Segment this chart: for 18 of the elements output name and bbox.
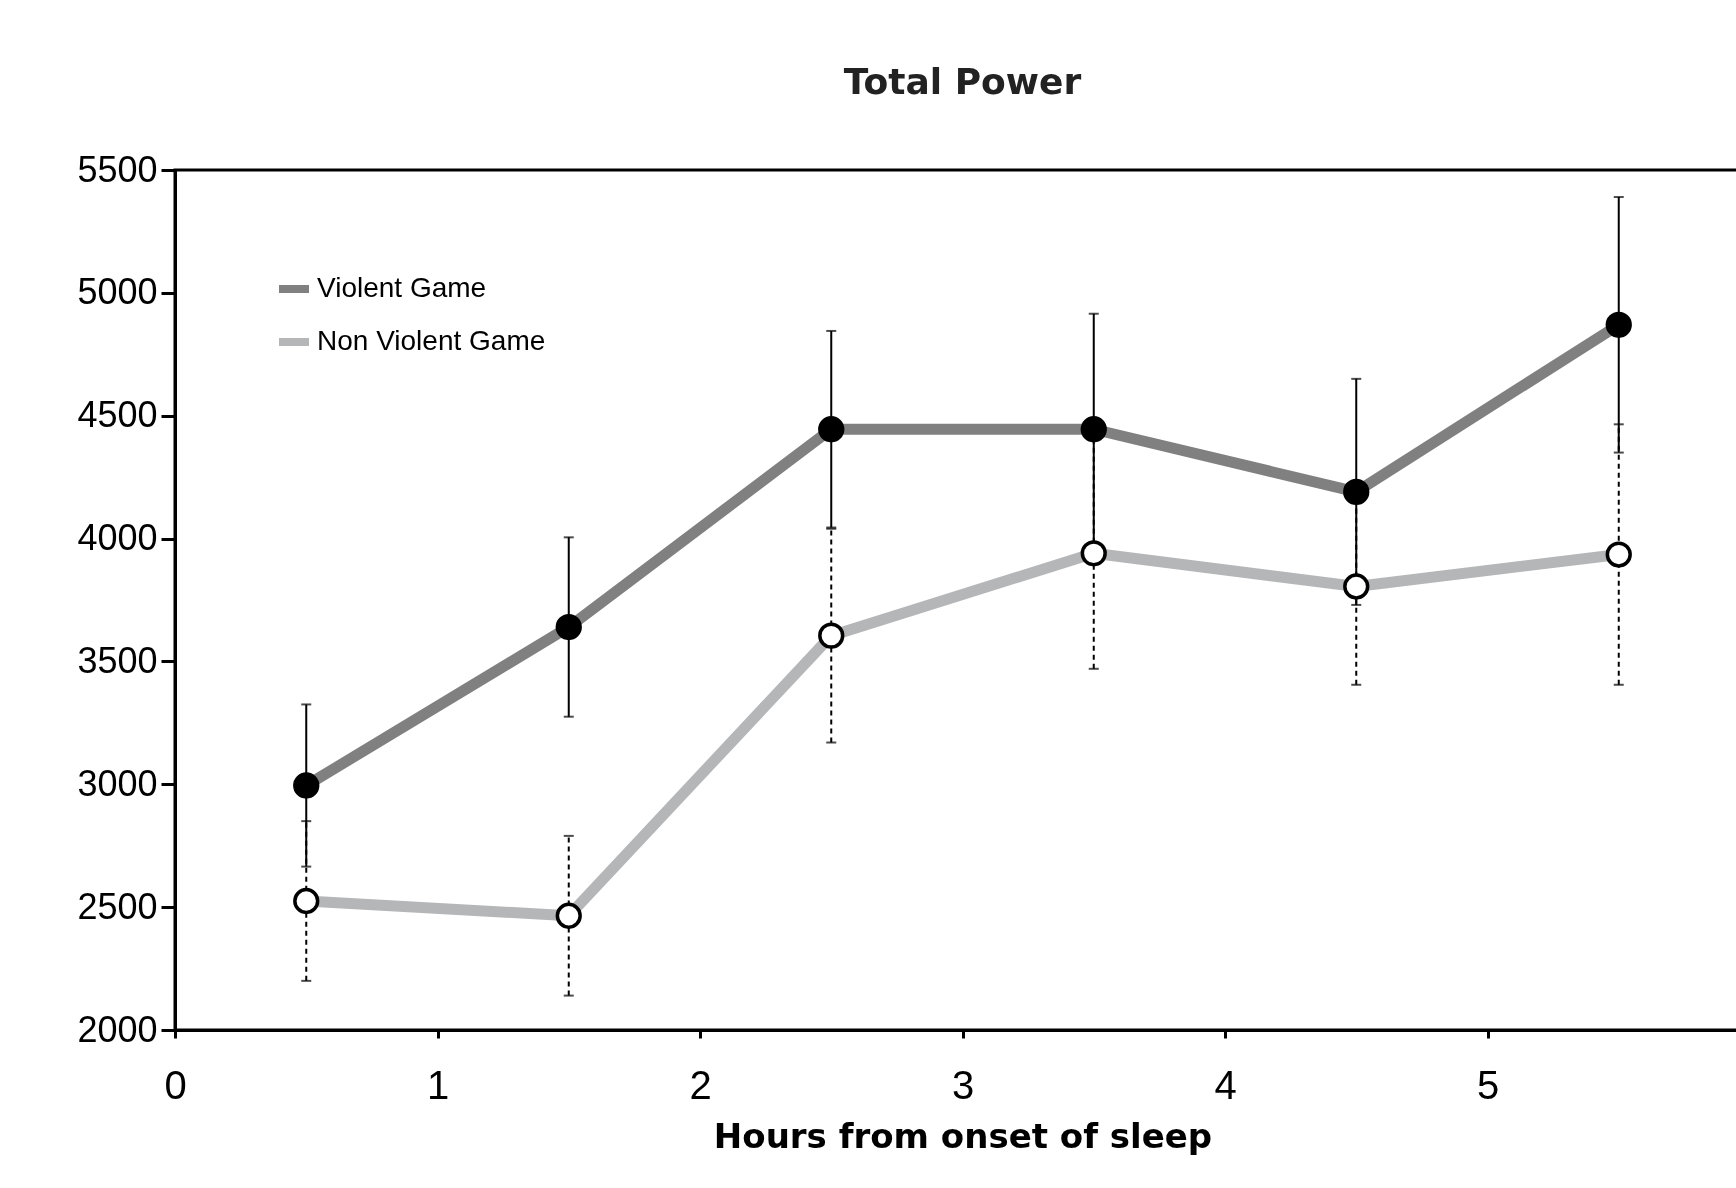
y-tick-label: 4500: [77, 394, 158, 436]
x-tick-label: 0: [164, 1062, 187, 1107]
x-tick-label: 3: [951, 1062, 975, 1107]
x-tick-label: 5: [1476, 1062, 1500, 1107]
y-tick-label: 5000: [77, 271, 158, 313]
x-tick-label: 1: [426, 1062, 450, 1107]
y-tick-label: 5500: [77, 148, 158, 190]
chart-title: Total Power: [843, 61, 1082, 102]
y-tick-label: 2000: [77, 1008, 158, 1050]
y-tick-label: 3000: [77, 762, 158, 804]
legend-label: Violent Game: [317, 272, 487, 303]
x-tick-label: 4: [1214, 1062, 1237, 1107]
legend-label: Non Violent Game: [317, 325, 546, 356]
y-tick-label: 4000: [77, 517, 158, 559]
x-axis-title: Hours from onset of sleep: [713, 1115, 1213, 1156]
y-tick-label: 2500: [77, 885, 158, 927]
x-tick-label: 2: [689, 1062, 712, 1107]
y-tick-label: 3500: [77, 639, 158, 681]
